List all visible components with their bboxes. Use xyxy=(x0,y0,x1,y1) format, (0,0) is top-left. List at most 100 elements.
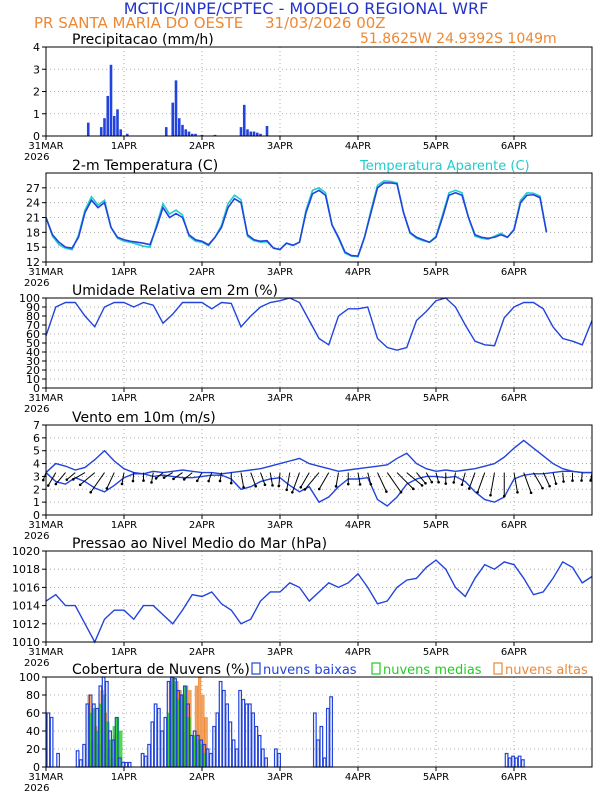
panel-frame xyxy=(45,676,593,768)
wind-arrow-head xyxy=(489,493,492,497)
wind-arrow-head xyxy=(229,481,233,485)
wind-arrow-head xyxy=(78,483,82,487)
x-tick-label: 2APR xyxy=(189,393,215,404)
wind-arrow xyxy=(47,472,57,486)
y-tick-label: 70 xyxy=(26,319,40,332)
wind-arrow xyxy=(151,472,154,483)
precip-bar xyxy=(177,118,181,136)
cloud-bar-nuvens-baixas xyxy=(228,721,233,768)
precip-bar xyxy=(103,118,106,136)
cloud-bar-nuvens-baixas xyxy=(153,703,158,768)
precip-bar xyxy=(252,131,256,136)
x-tick-label: 4APR xyxy=(345,647,371,658)
wind-arrow xyxy=(286,472,291,490)
x-tick-label: 3APR xyxy=(267,647,293,658)
x-year-label: 2026 xyxy=(24,152,49,163)
cloud-bar-nuvens-baixas xyxy=(517,755,522,768)
x-tick-label: 6APR xyxy=(501,267,527,278)
wind-arrow xyxy=(581,472,583,481)
wind-arrow xyxy=(533,472,543,489)
wind-arrow xyxy=(453,472,456,483)
x-tick-label: 31MAR xyxy=(28,772,63,783)
temp-legend: Temperatura Aparente (C) xyxy=(359,159,530,174)
x-tick-label: 5APR xyxy=(423,520,449,531)
y-tick-label: 100 xyxy=(19,671,40,684)
wind-arrow-head xyxy=(195,479,199,483)
wind-arrow-head xyxy=(317,487,321,491)
precip-bar xyxy=(119,129,123,136)
panel-frame xyxy=(45,297,593,389)
x-tick-label: 31MAR xyxy=(28,141,63,152)
cloud-bar-nuvens-baixas xyxy=(507,757,512,768)
wind-arrow xyxy=(513,472,518,493)
y-tick-label: 0 xyxy=(33,130,40,143)
x-year-label: 2026 xyxy=(24,658,49,669)
wind-arrow xyxy=(425,472,433,483)
precip-bar xyxy=(187,131,191,136)
precip-bar xyxy=(99,127,103,136)
y-tick-label: 90 xyxy=(26,301,40,314)
y-tick-label: 6 xyxy=(33,432,40,445)
precip-bar xyxy=(164,127,168,136)
header-location: PR SANTA MARIA DO OESTE xyxy=(34,14,243,32)
cloud-bar-nuvens-baixas xyxy=(247,703,252,768)
y-tick-label: 0 xyxy=(33,382,40,395)
panel-precip: 0 1 2 3 4 31MAR 1APR 2APR 3APR 4APR 5APR 6APR 2026 Pr… xyxy=(24,32,593,163)
x-tick-label: 3APR xyxy=(267,393,293,404)
y-tick-label: 80 xyxy=(26,310,40,323)
x-tick-label: 31MAR xyxy=(28,267,63,278)
cloud-bar-nuvens-baixas xyxy=(254,725,259,768)
x-tick-label: 31MAR xyxy=(28,647,63,658)
cloud-bar-nuvens-baixas xyxy=(78,759,83,768)
y-tick-label: 1018 xyxy=(12,563,40,576)
cloud-legend-label: nuvens medias xyxy=(383,663,482,678)
precip-bar xyxy=(109,64,113,136)
x-tick-label: 1APR xyxy=(111,141,137,152)
wind-arrow-head xyxy=(369,482,373,486)
y-tick-label: 2 xyxy=(33,86,40,99)
cloud-bar-nuvens-baixas xyxy=(225,703,230,768)
cloud-bar-nuvens-baixas xyxy=(520,759,525,768)
wind-arrow-head xyxy=(437,480,440,484)
wind-arrow xyxy=(208,472,213,482)
precip-bar xyxy=(106,95,110,136)
y-tick-label: 5 xyxy=(33,445,40,458)
cloud-legend-label: nuvens altas xyxy=(505,663,588,678)
y-tick-label: 4 xyxy=(33,41,40,54)
y-tick-label: 1016 xyxy=(12,581,40,594)
cloud-bar-nuvens-baixas xyxy=(511,755,515,768)
wind-arrow xyxy=(79,472,96,486)
cloud-bar-nuvens-baixas xyxy=(260,748,265,768)
wind-arrow-head xyxy=(291,491,294,494)
wind-arrow xyxy=(542,472,551,487)
wind-arrow-head xyxy=(207,479,210,483)
x-tick-label: 31MAR xyxy=(28,520,63,531)
wind-arrow-head xyxy=(385,490,388,493)
wind-arrow xyxy=(477,472,486,493)
wind-arrow-head xyxy=(154,477,158,480)
wind-arrow xyxy=(300,472,310,488)
wind-arrow-head xyxy=(452,481,456,484)
y-tick-label: 40 xyxy=(26,725,40,738)
wind-arrow-head xyxy=(285,488,289,492)
cloud-bar-nuvens-baixas xyxy=(147,743,152,768)
cloud-bar-nuvens-baixas xyxy=(322,757,327,768)
wind-arrow-head xyxy=(218,479,222,483)
wind-arrow xyxy=(90,472,105,493)
cloud-bar-nuvens-baixas xyxy=(163,716,168,768)
x-tick-label: 6APR xyxy=(501,772,527,783)
wind-arrow-head xyxy=(420,484,424,487)
cloud-bar-nuvens-baixas xyxy=(277,752,281,768)
wind-arrow xyxy=(173,472,183,480)
precip-bar xyxy=(255,132,259,136)
wind-arrow xyxy=(406,472,423,486)
x-year-label: 2026 xyxy=(24,278,49,289)
precip-bar xyxy=(86,122,90,136)
wind-arrow xyxy=(490,472,495,496)
precip-bar xyxy=(174,80,178,136)
cloud-bar-nuvens-baixas xyxy=(316,739,320,768)
x-tick-label: 31MAR xyxy=(28,393,63,404)
precip-bar xyxy=(242,104,246,136)
